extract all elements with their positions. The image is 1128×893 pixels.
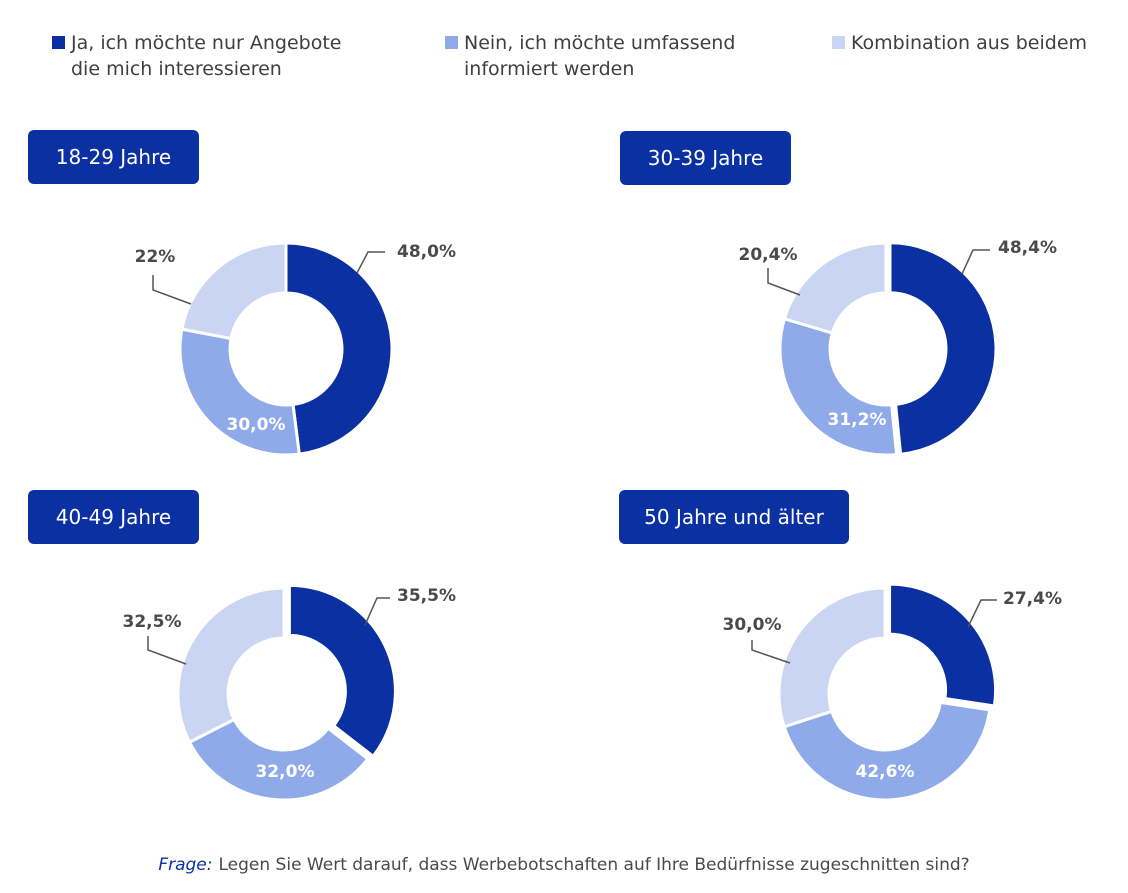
data-label-ja: 27,4% bbox=[1003, 589, 1062, 609]
legend-swatch-kombination bbox=[832, 36, 845, 49]
leader-line-kombination bbox=[751, 640, 791, 664]
data-label-nein: 32,0% bbox=[256, 762, 315, 782]
chart-legend: Ja, ich möchte nur Angebote die mich int… bbox=[0, 30, 1128, 90]
panel-title-18-29: 18-29 Jahre bbox=[28, 130, 199, 184]
data-label-kombination: 32,5% bbox=[123, 612, 182, 632]
donut-slice-ja bbox=[287, 583, 397, 759]
donut-slice-ja bbox=[888, 241, 998, 456]
data-label-kombination: 20,4% bbox=[739, 245, 798, 265]
leader-line-ja bbox=[364, 597, 390, 626]
donut-slice-kombination bbox=[180, 241, 288, 341]
leader-line-ja bbox=[961, 249, 990, 275]
data-label-nein: 30,0% bbox=[227, 415, 286, 435]
donut-slice-kombination bbox=[176, 586, 286, 745]
donut-slice-ja bbox=[888, 582, 998, 708]
legend-item-kombination: Kombination aus beidem bbox=[832, 30, 1087, 56]
donut-chart-2: 48,4% 31,2% 20,4% bbox=[739, 238, 1057, 457]
legend-swatch-nein bbox=[445, 36, 458, 49]
data-label-nein: 31,2% bbox=[828, 410, 887, 430]
question-label: Frage: bbox=[158, 855, 213, 875]
donut-slice-kombination bbox=[782, 241, 888, 335]
data-label-nein: 42,6% bbox=[856, 762, 915, 782]
donut-slice-ja bbox=[284, 241, 394, 456]
panel-title-40-49: 40-49 Jahre bbox=[28, 490, 199, 544]
leader-line-kombination bbox=[152, 275, 192, 305]
leader-line-kombination bbox=[767, 268, 801, 296]
donut-slice-nein bbox=[782, 700, 992, 802]
data-label-kombination: 30,0% bbox=[723, 615, 782, 635]
donut-chart-1: 48,0% 30,0% 22% bbox=[135, 241, 456, 457]
donut-chart-4: 27,4% 42,6% 30,0% bbox=[723, 582, 1062, 802]
donut-slice-nein bbox=[778, 316, 899, 457]
donut-chart-3: 35,5% 32,0% 32,5% bbox=[123, 583, 456, 802]
leader-line-ja bbox=[356, 251, 385, 274]
leader-line-ja bbox=[967, 599, 997, 628]
data-label-ja: 35,5% bbox=[397, 586, 456, 606]
legend-item-ja: Ja, ich möchte nur Angebote die mich int… bbox=[52, 30, 341, 82]
legend-swatch-ja bbox=[52, 36, 65, 49]
legend-item-nein: Nein, ich möchte umfassend informiert we… bbox=[445, 30, 735, 82]
question-text: Legen Sie Wert darauf, dass Werbebotscha… bbox=[218, 855, 970, 875]
data-label-kombination: 22% bbox=[135, 247, 176, 267]
question-footer: Frage: Legen Sie Wert darauf, dass Werbeb… bbox=[0, 855, 1128, 875]
legend-label-nein: Nein, ich möchte umfassend informiert we… bbox=[464, 32, 736, 80]
donut-slice-nein bbox=[178, 327, 301, 457]
panel-title-30-39: 30-39 Jahre bbox=[620, 131, 791, 185]
legend-label-ja: Ja, ich möchte nur Angebote die mich int… bbox=[71, 32, 342, 80]
donut-slice-nein bbox=[187, 717, 370, 802]
data-label-ja: 48,0% bbox=[397, 242, 456, 262]
legend-label-kombination: Kombination aus beidem bbox=[851, 32, 1088, 54]
donut-slice-kombination bbox=[777, 586, 887, 729]
leader-line-kombination bbox=[147, 636, 187, 665]
data-label-ja: 48,4% bbox=[998, 238, 1057, 258]
panel-title-50-plus: 50 Jahre und älter bbox=[619, 490, 849, 544]
